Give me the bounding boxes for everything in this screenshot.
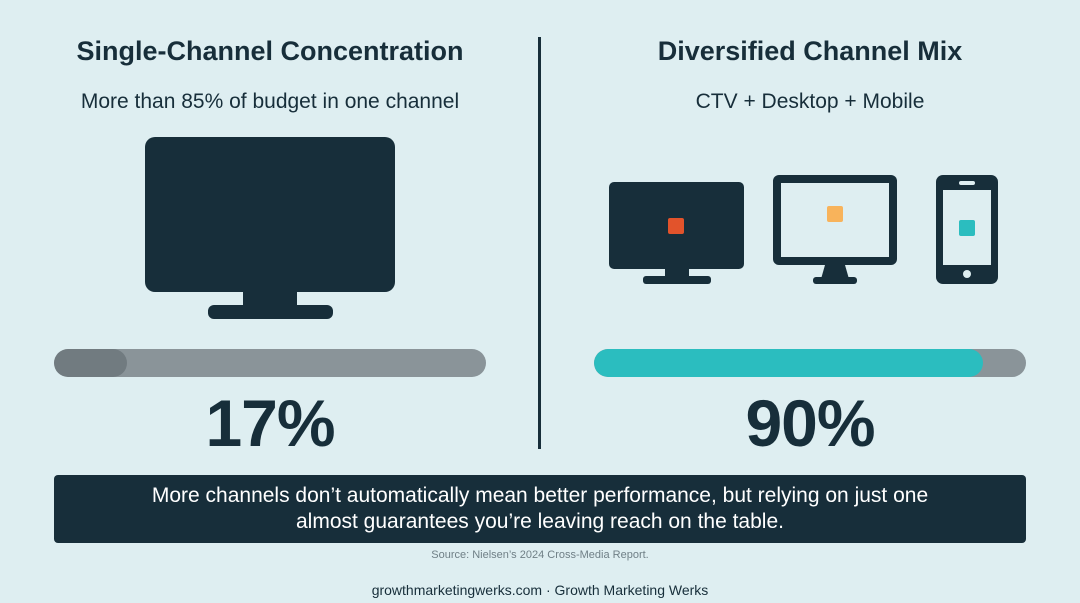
takeaway-line-2: almost guarantees you’re leaving reach o…: [296, 510, 784, 533]
smartphone-icon: [936, 175, 998, 290]
panel-divider: [538, 37, 541, 449]
ctv-icon: [609, 182, 745, 290]
single-channel-reach-bar: [54, 349, 486, 377]
diversified-mix-reach-bar-fill: [594, 349, 983, 377]
smartphone-accent-square: [959, 220, 975, 236]
single-channel-reach-bar-fill: [54, 349, 128, 377]
desktop-accent-square: [827, 206, 843, 222]
single-channel-percent: 17%: [205, 386, 335, 460]
footer-credit: growthmarketingwerks.com · Growth Market…: [371, 582, 709, 598]
single-channel-subtitle: More than 85% of budget in one channel: [80, 90, 460, 113]
ctv-accent-square: [668, 218, 684, 234]
diversified-mix-reach-bar: [594, 349, 1026, 377]
single-channel-title: Single-Channel Concentration: [76, 36, 464, 66]
tv-icon: [145, 137, 397, 326]
diversified-mix-title: Diversified Channel Mix: [657, 36, 963, 66]
diversified-mix-subtitle: CTV + Desktop + Mobile: [695, 90, 925, 113]
diversified-mix-percent: 90%: [745, 386, 875, 460]
desktop-monitor-icon: [773, 175, 897, 290]
takeaway-line-1: More channels don’t automatically mean b…: [151, 484, 929, 507]
source-note: Source: Nielsen’s 2024 Cross-Media Repor…: [431, 549, 649, 561]
takeaway-callout: More channels don’t automatically mean b…: [54, 475, 1026, 543]
